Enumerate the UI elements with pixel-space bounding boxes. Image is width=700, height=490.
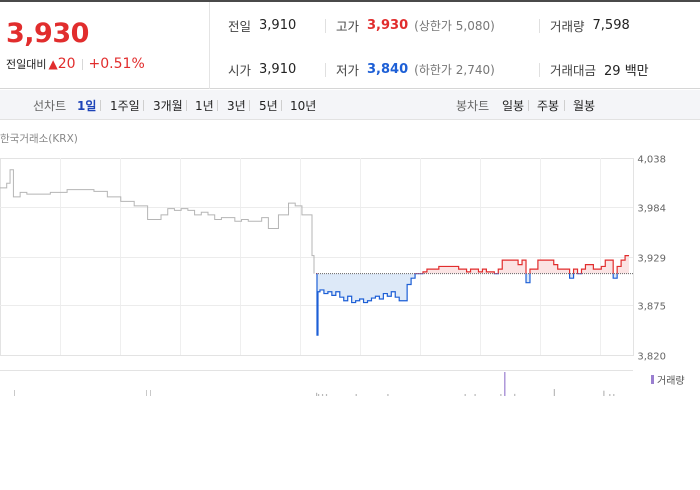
volume-bar: [514, 393, 516, 396]
volume-legend-label: 거래량: [657, 376, 685, 387]
y-tick-label: 3,984: [637, 204, 666, 215]
line-chart-label: 선차트: [33, 99, 67, 113]
volume-bar: [464, 394, 466, 396]
lower-limit: (하한가 2,740): [414, 63, 495, 77]
y-tick-label: 3,875: [637, 302, 666, 313]
period-10y[interactable]: 10년: [290, 99, 317, 113]
divider: [100, 100, 101, 111]
change-value: 20: [57, 56, 76, 72]
change-label: 전일대비: [6, 58, 47, 71]
prev-session-line: [0, 169, 315, 274]
today-up-line: [316, 254, 630, 274]
y-tick-label: 3,820: [637, 352, 666, 363]
today-down-area: [316, 273, 630, 336]
stat-label: 전일: [228, 19, 252, 34]
period-3y[interactable]: 3년: [227, 99, 246, 113]
stat-label: 시가: [228, 63, 252, 78]
divider: [143, 100, 144, 111]
volume-legend: 거래량: [651, 372, 685, 387]
stat-open: 시가 3,910: [228, 60, 296, 79]
stat-value: 29 백만: [604, 64, 649, 79]
volume-bar: [14, 390, 15, 396]
volume-bar: [613, 394, 615, 396]
current-price-box: 3,930 전일대비 ▲ 20 +0.51%: [0, 2, 210, 89]
stat-high: 고가 3,930 (상한가 5,080): [336, 16, 495, 35]
period-daily-candle[interactable]: 일봉: [502, 99, 525, 113]
period-1d[interactable]: 1일: [77, 99, 97, 113]
period-1y[interactable]: 1년: [195, 99, 214, 113]
stat-label: 거래대금: [550, 63, 597, 78]
divider: [249, 100, 250, 111]
divider: [539, 19, 540, 33]
divider: [325, 63, 326, 77]
period-1w[interactable]: 1주일: [110, 99, 140, 113]
period-weekly-candle[interactable]: 주봉: [537, 99, 560, 113]
volume-bar: [603, 390, 605, 396]
upper-limit: (상한가 5,080): [414, 19, 495, 33]
volume-bar: [317, 394, 320, 396]
volume-bar: [500, 394, 502, 396]
divider: [81, 58, 83, 70]
volume-bar: [355, 394, 357, 396]
volume-bar: [553, 389, 555, 396]
stat-prev-close: 전일 3,910: [228, 16, 296, 35]
intraday-price-chart: 4,038 3,984 3,929 3,875 3,820: [0, 155, 666, 396]
stat-amount: 거래대금 29 백만: [550, 60, 649, 79]
stat-value: 7,598: [592, 18, 630, 33]
divider: [217, 100, 218, 111]
stat-low: 저가 3,840 (하한가 2,740): [336, 60, 495, 79]
divider: [186, 100, 187, 111]
volume-bar: [321, 394, 324, 396]
current-price: 3,930: [6, 18, 89, 49]
volume-bar: [316, 392, 318, 396]
stat-label: 고가: [336, 19, 360, 34]
period-3m[interactable]: 3개월: [153, 99, 183, 113]
stat-label: 저가: [336, 63, 360, 78]
change-rate: +0.51%: [88, 56, 145, 72]
volume-bar: [387, 394, 389, 396]
price-change: 전일대비 ▲ 20 +0.51%: [6, 56, 145, 72]
volume-bar: [504, 372, 506, 396]
volume-bar: [150, 390, 151, 396]
period-5y[interactable]: 5년: [259, 99, 278, 113]
price-summary: 3,930 전일대비 ▲ 20 +0.51% 전일 3,910 고가 3,930…: [0, 0, 700, 89]
stat-value: 3,910: [259, 62, 297, 77]
today-down-line: [316, 273, 618, 336]
y-tick-label: 3,929: [637, 254, 666, 265]
divider: [325, 19, 326, 33]
volume-bar: [474, 394, 476, 396]
data-source: 한국거래소(KRX): [0, 133, 78, 145]
stat-value: 3,930: [367, 18, 409, 33]
volume-legend-swatch: [651, 375, 654, 384]
stats-table: 전일 3,910 고가 3,930 (상한가 5,080) 거래량 7,598 …: [211, 2, 700, 89]
stat-value: 3,840: [367, 62, 409, 77]
stat-value: 3,910: [259, 18, 297, 33]
volume-bar: [146, 390, 147, 396]
chart-period-bar: 선차트 1일 1주일 3개월 1년 3년 5년 10년 봉차트 일봉 주봉 월봉: [0, 90, 700, 120]
stat-volume: 거래량 7,598: [550, 16, 630, 35]
divider: [528, 100, 529, 111]
volume-bar: [609, 394, 611, 396]
candle-chart-label: 봉차트: [456, 99, 490, 113]
stat-label: 거래량: [550, 19, 585, 34]
period-monthly-candle[interactable]: 월봉: [573, 99, 596, 113]
y-tick-label: 4,038: [637, 155, 666, 166]
volume-bar: [325, 394, 328, 396]
divider: [539, 63, 540, 77]
divider: [281, 100, 282, 111]
divider: [564, 100, 565, 111]
up-triangle-icon: ▲: [48, 57, 58, 71]
